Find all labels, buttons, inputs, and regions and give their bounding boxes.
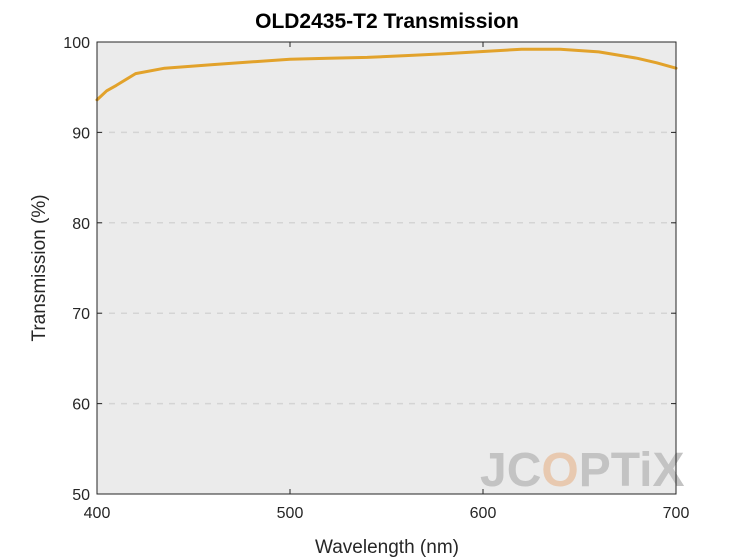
y-tick-label: 100 — [63, 35, 90, 52]
watermark-text-c: PTiX — [579, 444, 685, 497]
y-tick-label: 60 — [72, 397, 90, 414]
x-tick-label: 600 — [470, 505, 497, 522]
axis-ticks: 50 60 70 80 90 100 400 500 600 700 — [63, 35, 689, 522]
y-tick-label: 50 — [72, 487, 90, 504]
x-tick-label: 400 — [84, 505, 111, 522]
x-axis-label: Wavelength (nm) — [315, 537, 459, 558]
x-tick-label: 500 — [277, 505, 304, 522]
y-tick-label: 70 — [72, 306, 90, 323]
grid-lines — [97, 131, 676, 405]
y-tick-label: 90 — [72, 125, 90, 142]
plot-area — [97, 42, 676, 494]
series-line — [95, 47, 678, 102]
x-tick-label: 700 — [663, 505, 690, 522]
series-group — [95, 47, 678, 102]
y-tick-label: 80 — [72, 216, 90, 233]
plot-frame — [96, 41, 677, 495]
y-axis-label: Transmission (%) — [29, 194, 50, 341]
watermark-text-b: O — [541, 444, 578, 497]
watermark-text-a: JC — [480, 444, 541, 497]
watermark-logo: JCOPTiX — [480, 444, 685, 497]
chart-title: OLD2435-T2 Transmission — [255, 10, 519, 33]
